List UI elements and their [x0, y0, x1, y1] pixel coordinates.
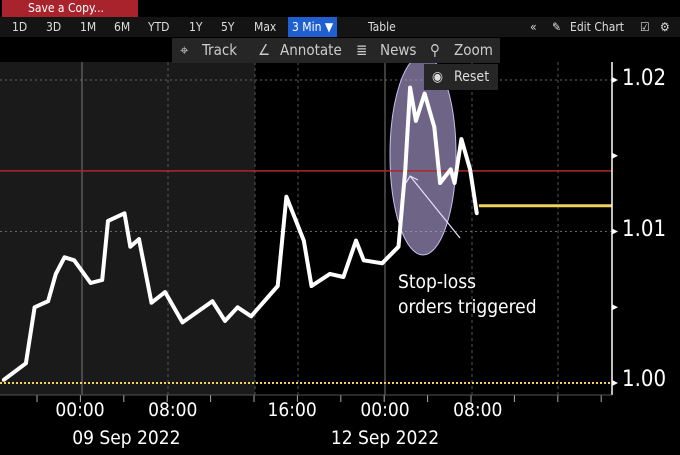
- price-point: [223, 319, 227, 323]
- price-point: [1, 378, 6, 382]
- price-point: [163, 290, 167, 294]
- y-tick: [612, 228, 618, 235]
- chart-tools: ⌖ Track ∠ Annotate ≣ News ⚲ Zoom: [172, 38, 500, 63]
- price-point: [235, 305, 240, 310]
- annotate-button[interactable]: Annotate: [280, 41, 342, 59]
- annotation-arrow: [409, 175, 461, 239]
- price-point: [459, 137, 464, 141]
- price-point: [249, 314, 253, 319]
- crosshair-icon: ⌖: [180, 41, 189, 59]
- price-point: [46, 299, 50, 303]
- price-point: [328, 272, 332, 276]
- price-point: [452, 181, 457, 185]
- news-icon: ≣: [356, 41, 368, 59]
- edit-chart-button[interactable]: Edit Chart: [570, 20, 624, 34]
- track-button[interactable]: Track: [202, 41, 238, 59]
- x-date-label: 12 Sep 2022: [330, 427, 440, 449]
- price-point: [414, 119, 418, 123]
- zoom-button[interactable]: Zoom: [454, 41, 493, 59]
- price-point: [72, 258, 76, 263]
- price-point: [302, 238, 306, 243]
- x-tick-label: 00:00: [55, 399, 105, 421]
- price-point: [380, 261, 384, 266]
- range-3d[interactable]: 3D: [46, 20, 62, 34]
- price-point: [432, 125, 437, 129]
- annotation-line-1: Stop-loss: [398, 271, 477, 293]
- price-point: [180, 320, 185, 325]
- x-date-label: 09 Sep 2022: [72, 427, 181, 449]
- price-point: [54, 272, 58, 276]
- price-point: [137, 237, 141, 241]
- annotation-line-2: orders triggered: [398, 296, 537, 318]
- reset-button[interactable]: ◉ Reset: [424, 64, 498, 90]
- edit-checkbox-icon[interactable]: ☑: [640, 20, 650, 34]
- range-1y[interactable]: 1Y: [189, 20, 203, 34]
- price-point: [149, 300, 154, 305]
- price-point: [438, 181, 442, 185]
- price-point: [354, 238, 358, 243]
- reset-label: Reset: [454, 69, 490, 85]
- price-point: [24, 361, 28, 366]
- gear-icon[interactable]: ⚙: [660, 20, 670, 34]
- price-point: [408, 85, 412, 90]
- price-point: [403, 167, 408, 172]
- x-tick-label: 00:00: [360, 399, 410, 421]
- price-point: [475, 211, 479, 216]
- save-copy-button[interactable]: Save a Copy...: [2, 0, 138, 17]
- range-bar: 1D 3D 1M 6M YTD 1Y 5Y Max 3 Min ▼ Table …: [0, 17, 680, 37]
- price-point: [422, 91, 427, 96]
- interval-dropdown[interactable]: 3 Min ▼: [288, 17, 338, 37]
- price-point: [309, 284, 314, 288]
- price-point: [88, 281, 93, 285]
- reset-icon: ◉: [432, 69, 443, 85]
- x-tick-label: 08:00: [148, 399, 198, 421]
- range-6m[interactable]: 6M: [114, 20, 131, 34]
- range-1d[interactable]: 1D: [12, 20, 28, 34]
- y-tick-label: 1.00: [622, 367, 667, 392]
- table-button[interactable]: Table: [368, 20, 396, 34]
- y-tick-label: 1.02: [622, 66, 667, 91]
- collapse-icon[interactable]: «: [530, 20, 537, 34]
- price-point: [106, 219, 110, 223]
- price-point: [122, 211, 127, 216]
- pencil-icon[interactable]: ✎: [552, 20, 562, 34]
- y-tick: [612, 304, 618, 311]
- price-point: [468, 167, 472, 172]
- price-point: [62, 255, 67, 260]
- range-max[interactable]: Max: [254, 20, 277, 34]
- price-point: [100, 278, 105, 282]
- x-tick-label: 16:00: [267, 399, 317, 421]
- y-tick: [612, 77, 618, 83]
- range-1m[interactable]: 1M: [80, 20, 97, 34]
- zoom-icon: ⚲: [430, 41, 440, 59]
- price-point: [361, 258, 366, 263]
- price-point: [275, 284, 280, 288]
- range-ytd[interactable]: YTD: [148, 20, 170, 34]
- range-5y[interactable]: 5Y: [221, 20, 235, 34]
- top-bar: Save a Copy...: [0, 0, 680, 17]
- price-point: [396, 244, 401, 249]
- y-tick-label: 1.01: [622, 217, 667, 242]
- x-tick-label: 08:00: [453, 399, 503, 421]
- price-point: [128, 244, 133, 249]
- price-point: [210, 299, 215, 303]
- annotate-icon: ∠: [258, 41, 271, 59]
- price-point: [448, 167, 453, 172]
- arrow-head: [405, 175, 419, 184]
- stop-loss-annotation: Stop-loss orders triggered: [398, 270, 537, 320]
- y-tick: [612, 152, 618, 159]
- price-point: [284, 194, 289, 199]
- price-point: [341, 275, 346, 279]
- y-tick: [612, 380, 618, 386]
- news-button[interactable]: News: [380, 41, 417, 59]
- price-point: [32, 305, 37, 310]
